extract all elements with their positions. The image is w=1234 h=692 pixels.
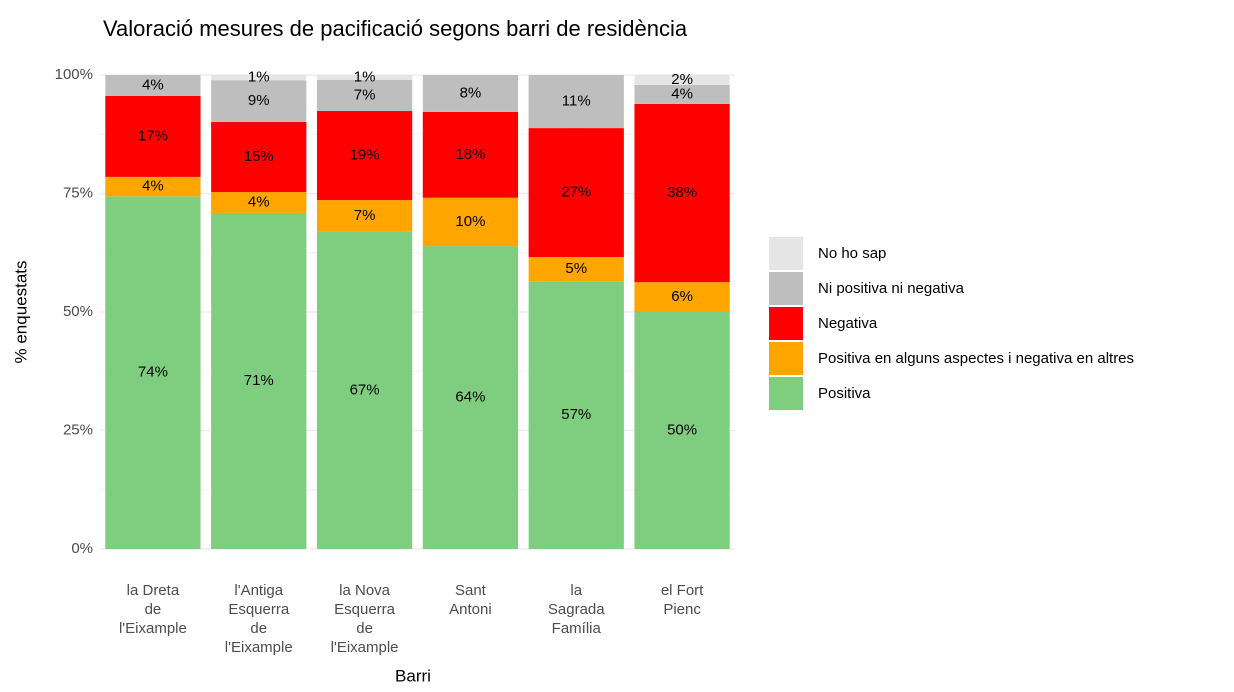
data-label: 64% — [455, 389, 485, 406]
x-tick-line: Sagrada — [548, 601, 605, 618]
x-tick-label: Sant Antoni — [449, 582, 492, 618]
data-label: 57% — [561, 406, 591, 423]
x-axis-label: Barri — [395, 666, 431, 685]
data-label: 7% — [354, 207, 376, 224]
data-label: 10% — [455, 213, 485, 230]
data-label: 1% — [354, 68, 376, 85]
bar-segment — [211, 80, 307, 122]
x-tick-label: l'Antiga Esquerra de l'Eixample — [225, 582, 293, 656]
x-tick-line: Sant — [455, 582, 487, 599]
x-tick-line: de — [145, 601, 162, 618]
bar-segment — [105, 196, 201, 549]
bar-segment — [422, 246, 519, 549]
x-tick-label: el Fort Pienc — [661, 582, 704, 618]
x-tick-line: l'Eixample — [119, 620, 187, 637]
y-tick-label: 0% — [71, 540, 93, 557]
x-tick-line: l'Antiga — [234, 582, 283, 599]
y-tick-label: 25% — [63, 421, 93, 438]
bar-segment — [528, 75, 624, 129]
bar-segment — [634, 75, 730, 85]
data-label: 4% — [671, 85, 693, 102]
bar-segment — [105, 75, 201, 96]
legend-label: Positiva — [818, 385, 871, 402]
x-tick-line: Esquerra — [334, 601, 396, 618]
legend-label: Ni positiva ni negativa — [818, 280, 965, 297]
bar-segment — [634, 84, 730, 104]
bar-segment — [528, 128, 624, 258]
bar-segment — [316, 231, 413, 550]
x-tick-line: la Nova — [339, 582, 391, 599]
bar-segment — [211, 192, 307, 213]
data-label: 8% — [460, 84, 482, 101]
data-label: 38% — [667, 184, 697, 201]
data-label: 7% — [354, 86, 376, 103]
y-tick-label: 50% — [63, 303, 93, 320]
x-tick-line: Antoni — [449, 601, 492, 618]
x-tick-line: la Dreta — [127, 582, 180, 599]
bar-segment — [528, 281, 624, 549]
x-tick-line: l'Eixample — [225, 639, 293, 656]
bar-segment — [316, 111, 413, 201]
x-tick-line: Esquerra — [228, 601, 290, 618]
legend-label: No ho sap — [818, 245, 886, 262]
bar-segment — [211, 212, 307, 549]
data-label: 11% — [562, 93, 591, 110]
bar-segment — [634, 282, 730, 312]
bar-segment — [634, 312, 730, 549]
x-tick-line: l'Eixample — [331, 639, 399, 656]
bar-segment — [634, 103, 730, 283]
chart-title: Valoració mesures de pacificació segons … — [103, 16, 688, 41]
y-tick-label: 100% — [55, 66, 93, 83]
y-axis-label: % enquestats — [11, 260, 30, 363]
data-label: 19% — [350, 147, 380, 164]
data-label: 50% — [667, 421, 697, 438]
data-label: 17% — [138, 127, 168, 144]
legend-label: Positiva en alguns aspectes i negativa e… — [818, 350, 1134, 367]
data-label: 74% — [138, 364, 168, 381]
data-label: 1% — [248, 69, 270, 86]
x-tick-line: de — [250, 620, 267, 637]
data-label: 27% — [561, 184, 591, 201]
data-label: 9% — [248, 92, 270, 109]
x-tick-line: la — [570, 582, 582, 599]
legend-key — [769, 307, 803, 340]
x-tick-line: de — [356, 620, 373, 637]
y-tick-label: 75% — [63, 184, 93, 201]
x-tick-line: el Fort — [661, 582, 704, 599]
x-tick-label: la Sagrada Família — [548, 582, 605, 637]
legend-key — [769, 272, 803, 305]
legend-label: Negativa — [818, 315, 878, 332]
data-label: 4% — [142, 76, 164, 93]
legend-key — [769, 342, 803, 375]
x-tick-label: la Nova Esquerra de l'Eixample — [331, 582, 399, 656]
bar-segment — [211, 75, 307, 81]
x-tick-line: Família — [552, 620, 602, 637]
bar-segment — [528, 257, 624, 282]
legend-key — [769, 377, 803, 410]
data-label: 18% — [455, 146, 485, 163]
x-tick-line: Pienc — [663, 601, 701, 618]
bar-segment — [316, 200, 413, 232]
bar-segment — [422, 111, 519, 198]
bar-segment — [211, 121, 307, 193]
bar-segment — [105, 176, 201, 197]
bar-segment — [316, 79, 413, 112]
data-label: 71% — [244, 372, 274, 389]
data-label: 2% — [671, 71, 693, 88]
data-label: 15% — [244, 148, 274, 165]
bar-segment — [316, 75, 413, 80]
bar-segment — [105, 95, 201, 177]
data-label: 4% — [142, 178, 164, 195]
data-label: 4% — [248, 193, 270, 210]
data-label: 67% — [350, 381, 380, 398]
bar-segment — [422, 75, 519, 112]
data-label: 5% — [565, 260, 587, 277]
data-label: 6% — [671, 288, 693, 305]
bar-segment — [422, 197, 519, 247]
legend-key — [769, 237, 803, 270]
x-tick-label: la Dreta de l'Eixample — [119, 582, 187, 637]
